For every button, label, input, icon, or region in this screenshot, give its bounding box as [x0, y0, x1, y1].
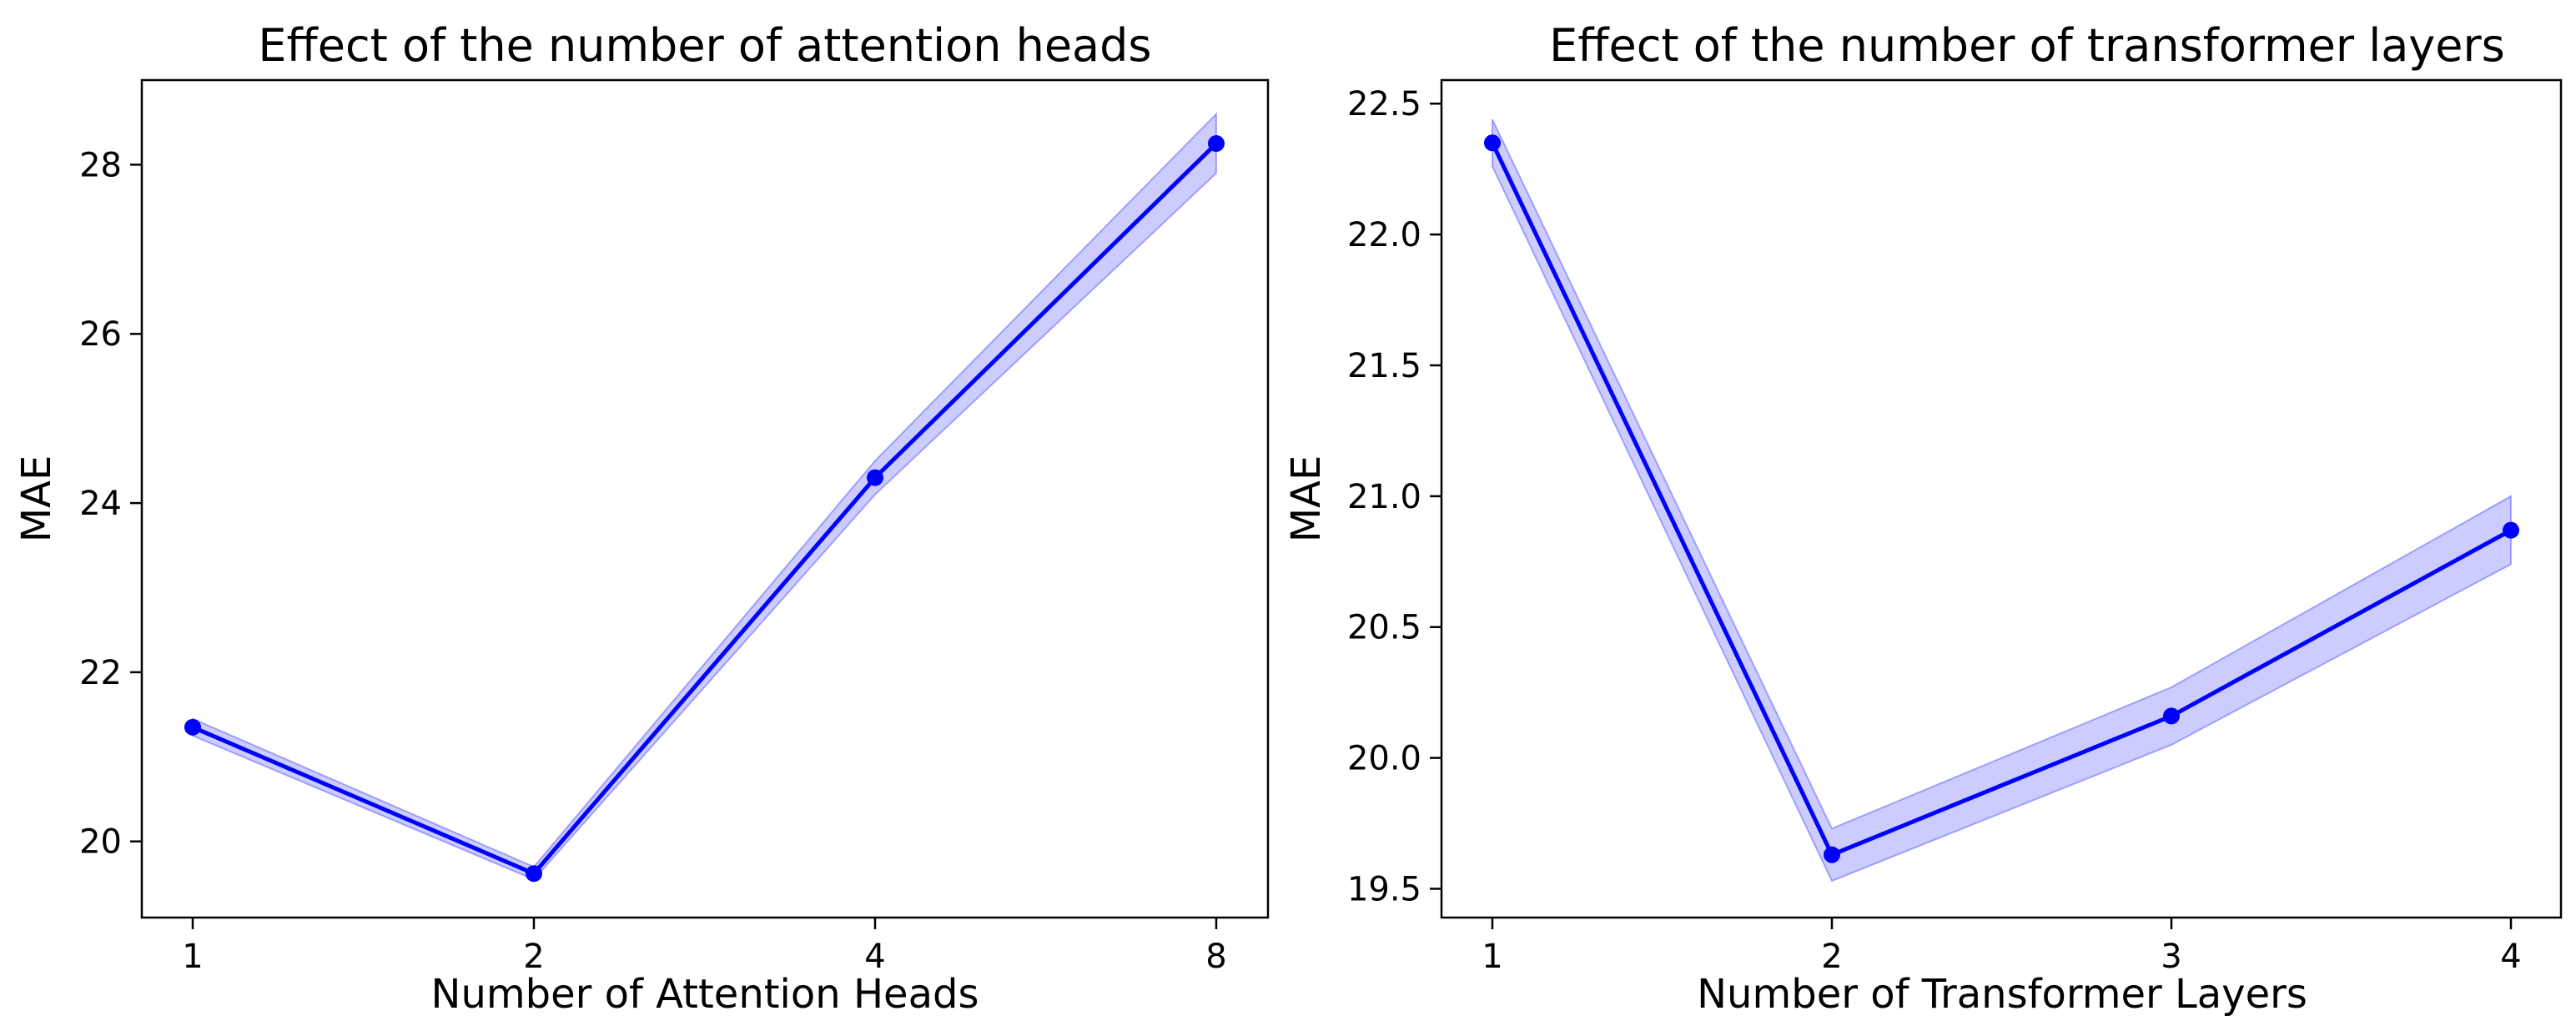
y-tick-label: 26 [79, 315, 122, 354]
y-tick-label: 21.0 [1347, 478, 1421, 516]
plot-frame [1440, 78, 2563, 919]
y-axis-label: MAE [1283, 455, 1330, 543]
data-point [2503, 521, 2519, 539]
data-point [184, 718, 201, 736]
y-tick-label: 20 [79, 823, 122, 862]
y-tick-label: 22.5 [1347, 85, 1421, 123]
plot-frame [140, 78, 1270, 919]
confidence-band [192, 112, 1217, 881]
x-tick-label: 4 [864, 938, 885, 976]
chart-title: Effect of the number of transformer laye… [1549, 19, 2505, 72]
y-tick-label: 20.5 [1347, 609, 1421, 647]
data-point [1208, 135, 1225, 153]
data-point [526, 865, 542, 883]
data-point [2163, 707, 2180, 725]
y-tick-label: 28 [79, 146, 122, 184]
x-tick-label: 2 [523, 938, 544, 976]
data-point [1824, 846, 1840, 863]
y-tick-label: 22 [79, 654, 122, 692]
confidence-band [1492, 118, 2512, 883]
y-axis-label: MAE [13, 455, 60, 543]
x-tick-label: 2 [1821, 938, 1842, 976]
chart-title: Effect of the number of attention heads [258, 19, 1151, 72]
series-line [1490, 140, 2513, 857]
x-tick-label: 3 [2161, 938, 2181, 976]
data-point [867, 469, 883, 486]
series-line [190, 141, 1219, 876]
y-tick-label: 20.0 [1347, 740, 1421, 778]
x-tick-label: 4 [2500, 938, 2521, 976]
y-tick-label: 22.0 [1347, 216, 1421, 254]
chart-transformer-layers: Effect of the number of transformer laye… [1283, 19, 2563, 1018]
x-axis-label: Number of Transformer Layers [1697, 971, 2307, 1018]
x-tick-label: 1 [1482, 938, 1502, 976]
x-tick-label: 1 [182, 938, 203, 976]
y-tick-label: 19.5 [1347, 870, 1421, 908]
data-point [1484, 134, 1501, 152]
y-tick-label: 21.5 [1347, 347, 1421, 385]
x-tick-label: 8 [1205, 938, 1226, 976]
y-tick-label: 24 [79, 485, 122, 523]
chart-attention-heads: Effect of the number of attention heads … [13, 19, 1270, 1018]
x-axis-label: Number of Attention Heads [431, 971, 979, 1018]
